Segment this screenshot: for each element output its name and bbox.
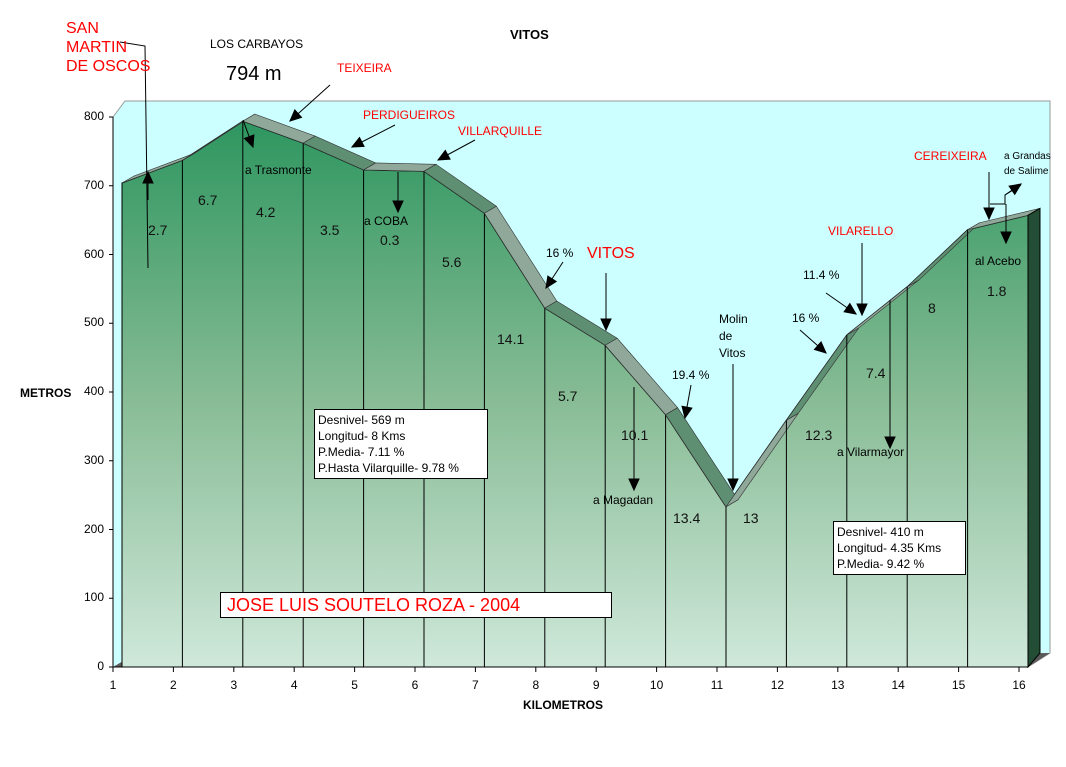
stats-box-1: Desnivel- 569 m Longitud- 8 Kms P.Media-… [314, 409, 488, 479]
label-carbayos: LOS CARBAYOS [210, 37, 304, 51]
segment-grade-label: 5.7 [558, 388, 578, 404]
stat-line: Desnivel- 410 m [837, 525, 924, 539]
y-tick-label: 400 [83, 384, 104, 398]
label-trasmonte: a Trasmonte [245, 163, 312, 177]
label-pct-16a: 16 % [546, 246, 574, 260]
arrow-head-icon [600, 318, 612, 332]
y-tick-label: 200 [83, 521, 104, 536]
segment-grade-label: 14.1 [497, 331, 525, 347]
label-perdigueiros: PERDIGUEIROS [363, 108, 456, 122]
segment-grade-label: 10.1 [621, 427, 649, 443]
arrow-head-icon [142, 170, 154, 184]
arrow-head-icon [289, 109, 303, 122]
label-villarquille: VILLARQUILLE [458, 124, 543, 138]
segment-grade-label: 7.4 [866, 365, 886, 381]
segment-grade-label: 8 [928, 300, 936, 316]
label-cereixeira: CEREIXEIRA [914, 149, 987, 163]
segment-grade-label: 2.7 [148, 222, 168, 238]
arrow-head-icon [436, 149, 451, 161]
y-tick-label: 800 [83, 109, 104, 123]
leader-line [119, 41, 149, 269]
x-tick-label: 6 [411, 678, 419, 692]
x-tick-label: 11 [710, 678, 724, 692]
stat-line: Longitud- 8 Kms [318, 429, 406, 443]
label-pct-19-4: 19.4 % [672, 368, 710, 382]
stats-box-2: Desnivel- 410 m Longitud- 4.35 Kms P.Med… [833, 521, 966, 575]
x-tick-label: 8 [532, 678, 540, 692]
arrow-head-icon [628, 478, 640, 492]
arrow-head-icon [545, 275, 558, 290]
x-tick-label: 9 [592, 678, 600, 692]
y-tick-label: 600 [83, 246, 104, 261]
segment-grade-label: 5.6 [442, 254, 462, 270]
y-tick-label: 0 [97, 659, 104, 673]
stat-line: Longitud- 4.35 Kms [837, 541, 942, 555]
stat-line: P.Media- 9.42 % [837, 557, 925, 571]
y-tick-label: 300 [83, 452, 104, 467]
x-tick-label: 12 [770, 678, 785, 692]
x-tick-label: 7 [472, 678, 479, 692]
label-vilarello: VILARELLO [828, 224, 894, 238]
side-face [1027, 207, 1041, 669]
label-pct-11-4: 11.4 % [803, 268, 840, 282]
segment-grade-label: 13.4 [673, 510, 701, 526]
author-credit: JOSE LUIS SOUTELO ROZA - 2004 [220, 592, 612, 618]
label-magadan: a Magadan [593, 493, 654, 507]
y-axis-label: METROS [20, 386, 72, 400]
arrow-head-icon [843, 302, 857, 315]
x-tick-label: 2 [170, 678, 177, 692]
x-tick-label: 4 [290, 678, 298, 692]
segment-grade-label: 3.5 [320, 222, 340, 238]
x-tick-label: 16 [1012, 678, 1026, 692]
arrow-head-icon [350, 136, 365, 148]
arrow-head-icon [813, 341, 827, 354]
stat-line: P.Hasta Vilarquille- 9.78 % [318, 461, 459, 475]
label-san-martin: SAN MARTIN DE OSCOS [66, 20, 151, 75]
y-tick-label: 100 [83, 590, 104, 605]
label-teixeira: TEIXEIRA [337, 61, 392, 75]
y-tick-label: 700 [83, 177, 104, 192]
arrow-head-icon [884, 436, 896, 450]
arrow-head-icon [983, 207, 995, 221]
x-tick-label: 10 [649, 678, 664, 692]
label-molin-de-vitos: Molin de Vitos [719, 312, 748, 360]
label-grandas: a Grandas de Salime [1004, 151, 1051, 177]
segment-grade-label: 4.2 [256, 204, 276, 220]
label-pct-16b: 16 % [792, 311, 820, 325]
arrow-head-icon [243, 134, 255, 149]
label-acebo: al Acebo [975, 254, 1022, 268]
x-tick-label: 5 [351, 678, 358, 692]
arrow-head-icon [392, 200, 404, 214]
x-tick-label: 1 [109, 678, 117, 692]
segment-grade-label: 6.7 [198, 192, 218, 208]
x-tick-label: 3 [230, 678, 238, 692]
chart-title: VITOS [510, 27, 549, 42]
arrow-head-icon [1008, 183, 1022, 196]
label-vilarmayor: a Vilarmayor [837, 445, 905, 459]
x-tick-label: 13 [831, 678, 845, 692]
y-tick-label: 500 [83, 315, 104, 330]
x-axis-label: KILOMETROS [523, 698, 603, 712]
label-vitos: VITOS [587, 245, 635, 262]
arrow-head-icon [681, 405, 693, 420]
label-coba: a COBA [364, 214, 409, 228]
segment-grade-label: 13 [743, 510, 759, 526]
segment-grade-label: 1.8 [987, 283, 1007, 299]
arrow-head-icon [1000, 231, 1012, 245]
ribbon-segment [362, 162, 438, 172]
segment-grade-label: 0.3 [380, 232, 400, 248]
stat-line: P.Media- 7.11 % [318, 445, 405, 459]
arrow-head-icon [856, 303, 868, 317]
label-carbayos-alt: 794 m [226, 63, 282, 85]
x-tick-label: 14 [891, 678, 905, 692]
stat-line: Desnivel- 569 m [318, 413, 405, 427]
arrow-head-icon [727, 478, 739, 492]
x-tick-label: 15 [951, 678, 966, 692]
segment-grade-label: 12.3 [805, 427, 833, 443]
